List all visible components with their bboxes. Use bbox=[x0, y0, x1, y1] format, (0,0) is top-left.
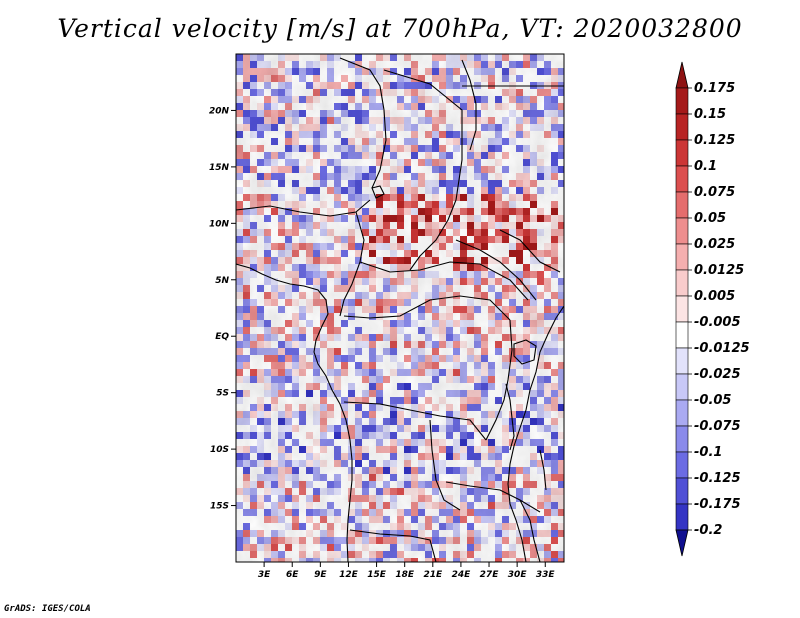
border-nigeria-cameroon bbox=[339, 211, 365, 317]
border-chad-sudan bbox=[409, 199, 457, 271]
border-ethiopia bbox=[499, 229, 561, 273]
latitude-axis: 20N 15N 10N 5N EQ 5S 10S 15S bbox=[209, 106, 236, 512]
colorbar-label: 0.0125 bbox=[694, 263, 744, 278]
colorbar-label: -0.05 bbox=[694, 393, 731, 408]
colorbar-label: 0.05 bbox=[694, 211, 726, 226]
border-angola-drc bbox=[343, 401, 487, 441]
colorbar-label: 0.025 bbox=[694, 237, 735, 252]
lat-tick-label: 15N bbox=[209, 163, 230, 173]
colorbar-label: 0.175 bbox=[694, 81, 735, 96]
lon-tick-label: 33E bbox=[536, 570, 556, 580]
border-drc-east bbox=[485, 319, 513, 441]
lake-tanganyika bbox=[505, 383, 515, 451]
border-namibia bbox=[349, 529, 437, 562]
colorbar-segment bbox=[675, 269, 689, 297]
colorbar-segment bbox=[675, 503, 689, 531]
colorbar-segment bbox=[675, 113, 689, 141]
border-libya-sudan bbox=[383, 69, 463, 201]
lat-tick-label: 5N bbox=[215, 276, 229, 286]
lat-tick-label: 15S bbox=[210, 502, 229, 512]
colorbar-label: -0.2 bbox=[694, 523, 722, 538]
colorbar-top-arrow bbox=[675, 61, 689, 89]
lon-tick-label: 27E bbox=[480, 570, 500, 580]
colorbar-label: -0.0125 bbox=[694, 341, 750, 356]
border-zambia-south bbox=[445, 481, 541, 513]
border-southsudan bbox=[455, 239, 537, 301]
map-title: Vertical velocity [m/s] at 700hPa, VT: 2… bbox=[57, 14, 743, 43]
colorbar-label: -0.005 bbox=[694, 315, 741, 330]
lat-tick-label: 10S bbox=[210, 445, 229, 455]
colorbar-segment bbox=[675, 425, 689, 453]
lon-tick-label: 6E bbox=[286, 570, 299, 580]
colorbar-segment bbox=[675, 321, 689, 349]
colorbar-label: 0.075 bbox=[694, 185, 735, 200]
lon-tick-label: 3E bbox=[258, 570, 271, 580]
colorbar-bottom-arrow bbox=[675, 529, 689, 557]
lake-chad bbox=[371, 185, 385, 199]
colorbar-segment bbox=[675, 295, 689, 323]
colorbar-segment bbox=[675, 191, 689, 219]
lon-tick-label: 15E bbox=[367, 570, 387, 580]
grads-credit: GrADS: IGES/COLA bbox=[4, 604, 91, 614]
coastline-east-africa bbox=[507, 305, 564, 562]
border-drc-north bbox=[343, 295, 511, 321]
border-angola-zambia bbox=[429, 419, 461, 511]
colorbar-label: 0.15 bbox=[694, 107, 726, 122]
lon-tick-label: 24E bbox=[452, 570, 472, 580]
lat-tick-label: 5S bbox=[216, 389, 229, 399]
colorbar-label: 0.1 bbox=[694, 159, 717, 174]
border-niger-nigeria bbox=[236, 199, 371, 217]
country-borders bbox=[236, 57, 564, 562]
colorbar-segment bbox=[675, 347, 689, 375]
field-texture bbox=[236, 54, 564, 562]
lon-tick-label: 30E bbox=[508, 570, 528, 580]
colorbar-label: -0.175 bbox=[694, 497, 741, 512]
border-mozambique bbox=[519, 499, 541, 562]
colorbar-segment bbox=[675, 139, 689, 167]
colorbar-label: -0.075 bbox=[694, 419, 741, 434]
colorbar-segment bbox=[675, 165, 689, 193]
colorbar-segment bbox=[675, 399, 689, 427]
border-libya-chad bbox=[339, 57, 387, 189]
border-car bbox=[359, 261, 529, 301]
colorbar-segment bbox=[675, 451, 689, 479]
colorbar-segment bbox=[675, 87, 689, 115]
colorbar-segment bbox=[675, 477, 689, 505]
lake-victoria bbox=[513, 339, 537, 365]
lat-tick-label: 10N bbox=[209, 219, 230, 229]
lon-tick-label: 12E bbox=[339, 570, 359, 580]
lat-tick-label: EQ bbox=[215, 332, 229, 342]
colorbar-segment bbox=[675, 243, 689, 271]
lat-tick-label: 20N bbox=[209, 106, 230, 116]
colorbar-label: 0.125 bbox=[694, 133, 735, 148]
longitude-axis: 3E 6E 9E 12E 15E 18E 21E 24E 27E 30E 33E bbox=[258, 562, 556, 580]
vertical-velocity-field bbox=[236, 54, 564, 562]
lon-tick-label: 18E bbox=[395, 570, 415, 580]
coastline-west-africa bbox=[236, 263, 353, 562]
colorbar-label: -0.125 bbox=[694, 471, 741, 486]
map-frame bbox=[235, 53, 565, 563]
colorbar-label: -0.025 bbox=[694, 367, 741, 382]
colorbar-segment bbox=[675, 217, 689, 245]
lon-tick-label: 21E bbox=[423, 570, 443, 580]
lake-malawi bbox=[539, 449, 547, 491]
lon-tick-label: 9E bbox=[314, 570, 327, 580]
colorbar-segment bbox=[675, 373, 689, 401]
border-north-sudan bbox=[461, 59, 477, 151]
colorbar: 0.175 0.15 0.125 0.1 0.075 0.05 0.025 0.0125 0.0… bbox=[675, 61, 750, 557]
colorbar-label: -0.1 bbox=[694, 445, 722, 460]
colorbar-label: 0.005 bbox=[694, 289, 735, 304]
